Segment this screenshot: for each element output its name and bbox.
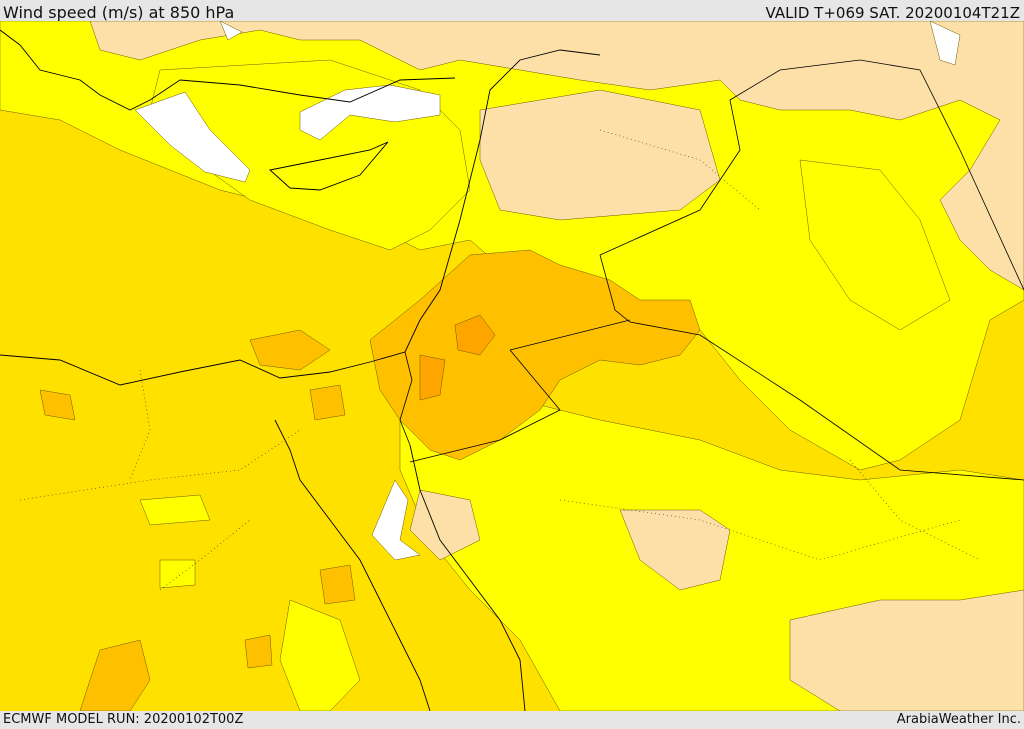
field-highest [419, 314, 496, 401]
header-bar [0, 0, 1024, 21]
field-low [89, 21, 1024, 711]
field-lowest [134, 21, 961, 561]
field-high [39, 249, 701, 711]
borders [399, 59, 1024, 481]
valid-time: VALID T+069 SAT. 20200104T21Z [765, 4, 1020, 22]
map-title: Wind speed (m/s) at 850 hPa [3, 3, 235, 22]
wind-speed-map [0, 21, 1024, 711]
footer-bar [0, 711, 1024, 729]
admin-boundaries [19, 129, 981, 591]
coastlines [0, 29, 601, 711]
model-run: ECMWF MODEL RUN: 20200102T00Z [3, 712, 244, 727]
credit: ArabiaWeather Inc. [896, 712, 1021, 727]
